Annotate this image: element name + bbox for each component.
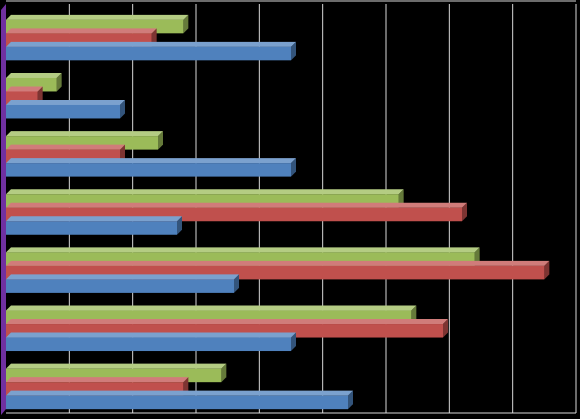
bar-top-face: [6, 202, 467, 208]
bar-top-face: [6, 189, 404, 195]
bar: [6, 332, 296, 352]
bar-top-face: [6, 332, 296, 338]
bar-side-face: [234, 274, 239, 293]
category-axis-wall: [1, 4, 6, 415]
bar-front-face: [6, 279, 234, 293]
bar-top-face: [6, 158, 296, 164]
bar-side-face: [291, 41, 296, 61]
bar-side-face: [56, 72, 62, 92]
bar-front-face: [6, 163, 291, 177]
bar-side-face: [443, 319, 448, 338]
bar-side-face: [348, 390, 353, 410]
bar-top-face: [6, 144, 125, 150]
bar-top-face: [6, 274, 239, 280]
bar-top-face: [6, 363, 227, 369]
bar: [6, 390, 353, 410]
bar-top-face: [6, 305, 417, 311]
bar: [6, 99, 125, 119]
bar-side-face: [158, 131, 163, 150]
bar-top-face: [6, 390, 353, 396]
bar: [6, 274, 239, 293]
bar-top-face: [6, 41, 296, 47]
bar: [6, 216, 182, 235]
bar-side-face: [183, 14, 189, 34]
bar-side-face: [462, 202, 467, 222]
bar-side-face: [291, 332, 296, 352]
category-axis: [1, 4, 6, 415]
bar-top-face: [6, 260, 550, 266]
bar-side-face: [221, 363, 227, 383]
bar-top-face: [6, 377, 189, 383]
bar-top-face: [6, 14, 189, 20]
bar-top-face: [6, 247, 480, 253]
bar-top-face: [6, 28, 157, 34]
bars: [6, 14, 550, 410]
bar-top-face: [6, 319, 448, 325]
bar-front-face: [6, 104, 120, 119]
bar-front-face: [6, 337, 291, 352]
bar-front-face: [6, 395, 348, 410]
bar: [6, 41, 296, 61]
bar-side-face: [544, 260, 550, 280]
bar-side-face: [291, 158, 296, 177]
bar: [6, 158, 296, 177]
bar-side-face: [177, 216, 182, 235]
bar-top-face: [6, 131, 163, 137]
bar-top-face: [6, 86, 43, 92]
bar-front-face: [6, 46, 291, 61]
bar-top-face: [6, 99, 125, 105]
bar-top-face: [6, 216, 182, 222]
bar-side-face: [120, 99, 125, 119]
bar-front-face: [6, 221, 177, 235]
bar-top-face: [6, 72, 62, 78]
